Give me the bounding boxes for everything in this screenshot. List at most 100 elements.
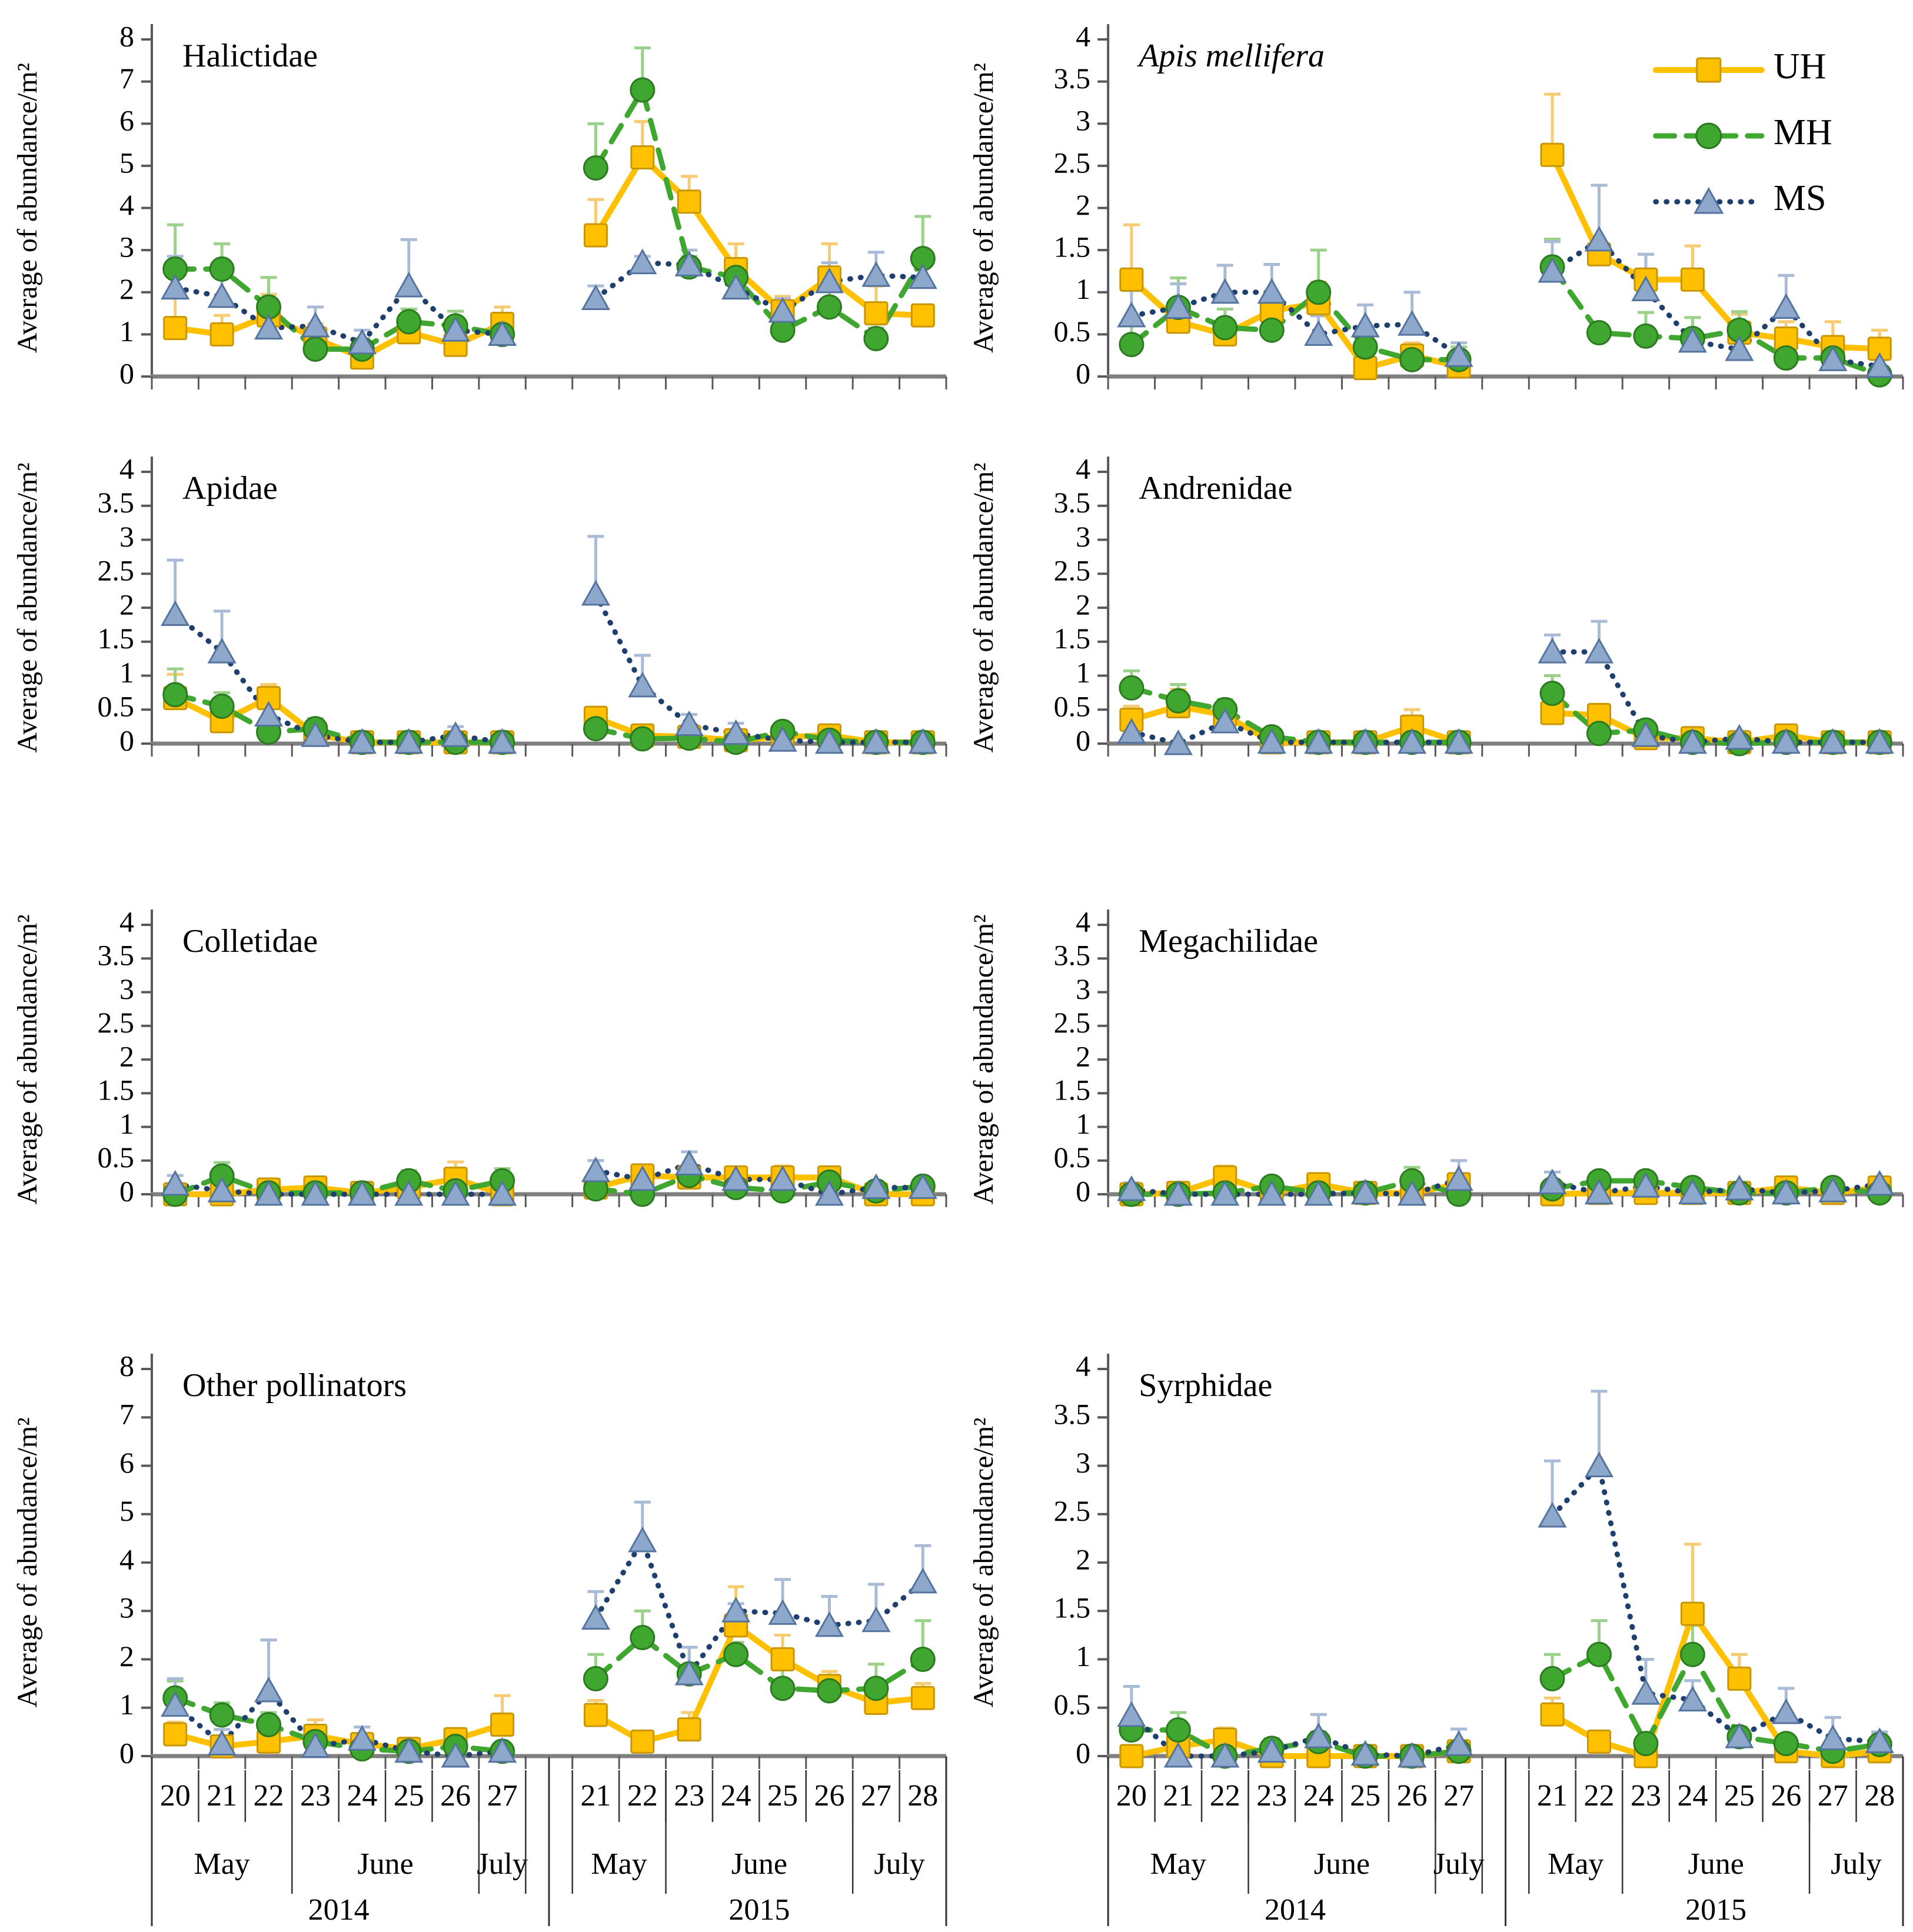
- svg-text:2: 2: [119, 272, 134, 305]
- svg-text:June: June: [1314, 1847, 1370, 1881]
- svg-text:3.5: 3.5: [1054, 62, 1091, 95]
- chart-apidae: 00.511.522.533.54 Average of abundance/m²…: [12, 453, 947, 757]
- svg-text:4: 4: [1076, 19, 1090, 52]
- svg-text:4: 4: [119, 1543, 134, 1575]
- svg-text:8: 8: [119, 19, 134, 52]
- svg-text:Apis mellifera: Apis mellifera: [1136, 38, 1325, 74]
- svg-text:4: 4: [119, 453, 134, 485]
- svg-text:Average of abundance/m²: Average of abundance/m²: [12, 462, 43, 752]
- svg-text:1.5: 1.5: [1054, 231, 1091, 264]
- svg-text:20: 20: [160, 1779, 191, 1813]
- svg-text:2: 2: [119, 588, 134, 621]
- svg-text:June: June: [1688, 1847, 1744, 1881]
- svg-text:June: June: [731, 1847, 787, 1881]
- svg-text:3: 3: [119, 231, 134, 264]
- svg-text:4: 4: [119, 906, 134, 938]
- svg-text:1.5: 1.5: [1054, 622, 1091, 655]
- svg-text:3.5: 3.5: [1054, 939, 1091, 972]
- svg-text:27: 27: [861, 1779, 891, 1813]
- svg-text:June: June: [357, 1847, 413, 1881]
- svg-text:2.5: 2.5: [1054, 146, 1091, 179]
- svg-text:Average of abundance/m²: Average of abundance/m²: [968, 1417, 999, 1707]
- svg-text:Average of abundance/m²: Average of abundance/m²: [12, 914, 43, 1204]
- svg-text:Average of abundance/m²: Average of abundance/m²: [968, 462, 999, 752]
- svg-text:July: July: [874, 1847, 925, 1881]
- svg-text:3.5: 3.5: [98, 486, 135, 519]
- svg-text:3: 3: [119, 1591, 134, 1624]
- svg-text:4: 4: [1076, 1351, 1090, 1382]
- svg-text:28: 28: [1864, 1779, 1895, 1813]
- svg-text:0.5: 0.5: [1054, 690, 1091, 723]
- svg-text:Halictidae: Halictidae: [182, 38, 318, 74]
- svg-text:0: 0: [1076, 724, 1090, 757]
- svg-text:22: 22: [1210, 1779, 1240, 1813]
- svg-text:26: 26: [1771, 1779, 1801, 1813]
- svg-text:2: 2: [1076, 188, 1090, 221]
- svg-text:27: 27: [1443, 1779, 1474, 1813]
- svg-text:1.5: 1.5: [1054, 1074, 1091, 1107]
- svg-text:8: 8: [119, 1351, 134, 1382]
- svg-text:2: 2: [1076, 588, 1090, 621]
- svg-text:23: 23: [1256, 1779, 1287, 1813]
- svg-text:2: 2: [1076, 1543, 1090, 1575]
- svg-text:6: 6: [119, 104, 134, 137]
- svg-text:2.5: 2.5: [98, 554, 135, 587]
- svg-text:26: 26: [814, 1779, 844, 1813]
- svg-text:20: 20: [1116, 1779, 1147, 1813]
- svg-text:4: 4: [119, 188, 134, 221]
- svg-text:0.5: 0.5: [1054, 1141, 1091, 1174]
- svg-text:UH: UH: [1774, 46, 1827, 86]
- svg-text:2.5: 2.5: [1054, 1006, 1091, 1039]
- svg-text:3.5: 3.5: [1054, 1398, 1091, 1431]
- chart-halictidae: 0 1 2 3 4 5 6 7 8 Average of abundance/m² Halictid…: [12, 19, 947, 389]
- chart-andrenidae: 00.511.522.533.54 Average of abundance/m²…: [968, 453, 1904, 757]
- panel-andrenidae: 0 0.5 1 1.5 2 2.5 3 3.5 4 Average of abundance/m²…: [956, 453, 1913, 906]
- svg-text:MH: MH: [1774, 112, 1832, 152]
- panel-apis-mellifera: 0 0.5 1 1.5 2 2.5 3 3.5 4 Average of abundance/m²…: [956, 0, 1913, 453]
- svg-text:21: 21: [207, 1779, 237, 1813]
- svg-text:Andrenidae: Andrenidae: [1139, 470, 1292, 507]
- svg-text:2: 2: [119, 1040, 134, 1072]
- svg-text:2.5: 2.5: [1054, 1494, 1091, 1527]
- chart-syrphidae: 0 0.5 1 1.5 2 2.5 3 3.5 4 Average of abundance/m²…: [968, 1351, 1904, 1927]
- legend-item-mh: MH: [1653, 112, 1832, 152]
- svg-text:25: 25: [1350, 1779, 1380, 1813]
- svg-text:3.5: 3.5: [98, 939, 135, 972]
- svg-text:2.5: 2.5: [98, 1006, 135, 1039]
- svg-text:27: 27: [1818, 1779, 1848, 1813]
- svg-text:1: 1: [1076, 272, 1090, 305]
- svg-text:28: 28: [907, 1779, 938, 1813]
- svg-text:22: 22: [254, 1779, 284, 1813]
- svg-text:May: May: [1548, 1847, 1603, 1881]
- svg-text:1.5: 1.5: [98, 1074, 135, 1107]
- svg-text:3: 3: [1076, 972, 1090, 1005]
- panel-megachilidae: 0 0.5 1 1.5 2 2.5 3 3.5 4 Average of abundance/m²…: [956, 906, 1913, 1351]
- svg-text:MS: MS: [1774, 178, 1827, 218]
- svg-text:1.5: 1.5: [1054, 1591, 1091, 1624]
- svg-text:0: 0: [119, 357, 134, 389]
- svg-text:2015: 2015: [1685, 1893, 1746, 1927]
- svg-text:1: 1: [119, 656, 134, 689]
- svg-text:24: 24: [1303, 1779, 1334, 1813]
- svg-text:0: 0: [1076, 1174, 1090, 1207]
- svg-text:Average of abundance/m²: Average of abundance/m²: [968, 914, 999, 1204]
- svg-text:0.5: 0.5: [98, 1141, 135, 1174]
- svg-text:3.5: 3.5: [1054, 486, 1091, 519]
- svg-text:7: 7: [119, 62, 134, 95]
- svg-text:0: 0: [1076, 1736, 1090, 1769]
- svg-text:21: 21: [580, 1779, 611, 1813]
- svg-text:4: 4: [1076, 906, 1090, 938]
- svg-text:Average of abundance/m²: Average of abundance/m²: [968, 63, 999, 353]
- svg-text:1: 1: [119, 1107, 134, 1140]
- svg-text:21: 21: [1537, 1779, 1568, 1813]
- svg-text:May: May: [591, 1847, 647, 1881]
- svg-text:23: 23: [674, 1779, 704, 1813]
- svg-text:2: 2: [1076, 1040, 1090, 1072]
- legend-item-uh: UH: [1652, 46, 1827, 86]
- svg-text:5: 5: [119, 1494, 134, 1527]
- svg-text:Colletidae: Colletidae: [182, 923, 318, 960]
- svg-text:July: July: [477, 1847, 528, 1881]
- svg-text:2014: 2014: [1265, 1893, 1326, 1927]
- svg-text:0.5: 0.5: [1054, 315, 1091, 348]
